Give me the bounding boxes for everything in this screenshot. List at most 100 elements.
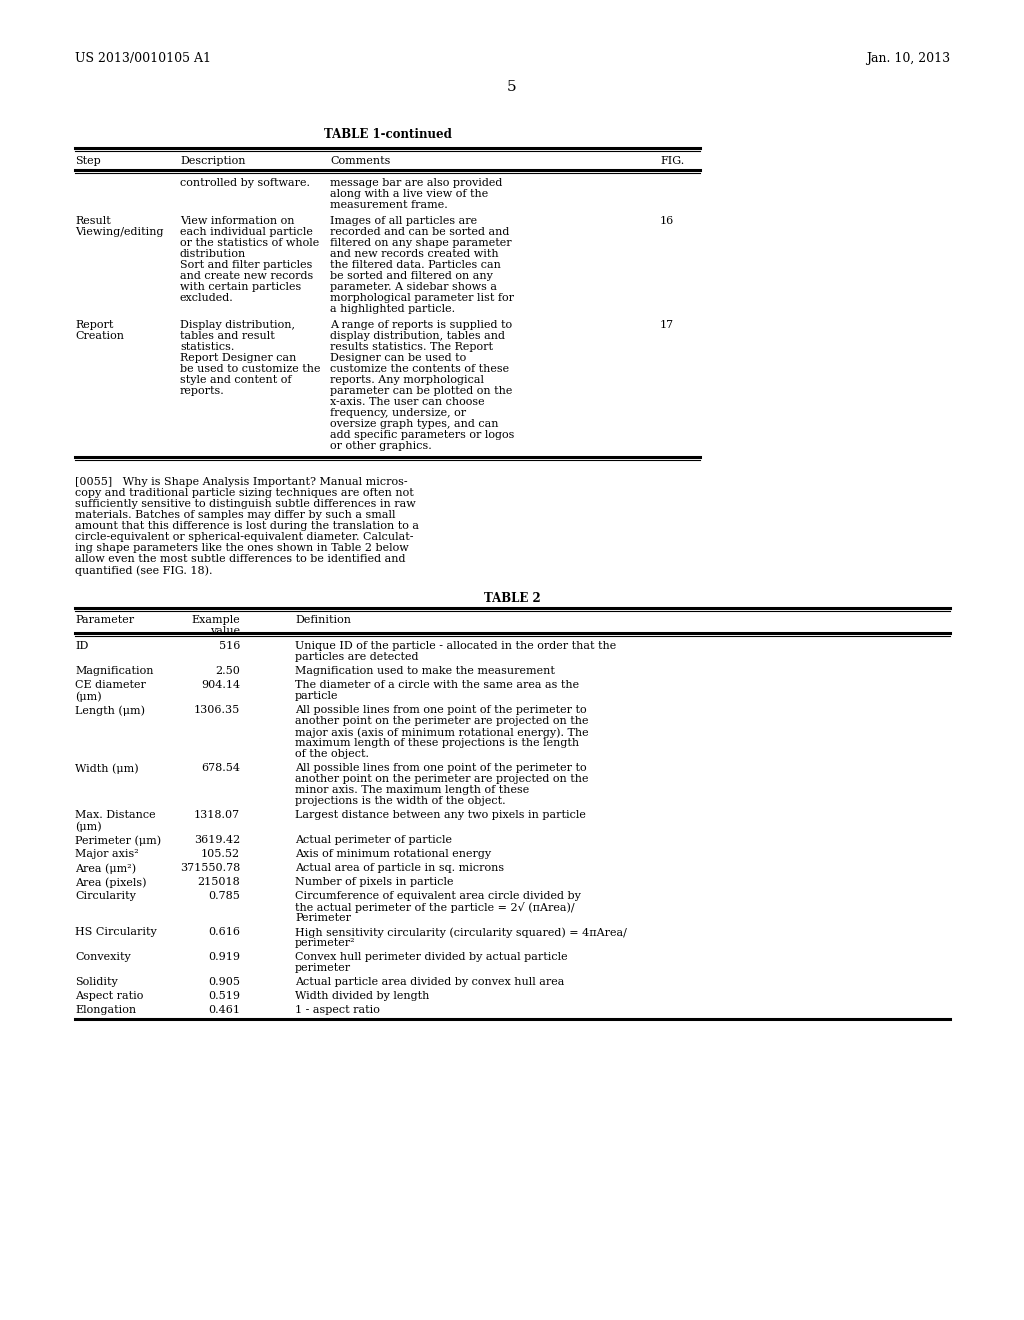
Text: Actual area of particle in sq. microns: Actual area of particle in sq. microns — [295, 863, 504, 873]
Text: HS Circularity: HS Circularity — [75, 927, 157, 937]
Text: morphological parameter list for: morphological parameter list for — [330, 293, 514, 304]
Text: All possible lines from one point of the perimeter to: All possible lines from one point of the… — [295, 763, 587, 774]
Text: recorded and can be sorted and: recorded and can be sorted and — [330, 227, 509, 238]
Text: maximum length of these projections is the length: maximum length of these projections is t… — [295, 738, 580, 748]
Text: Step: Step — [75, 156, 100, 166]
Text: of the object.: of the object. — [295, 748, 369, 759]
Text: High sensitivity circularity (circularity squared) = 4πArea/: High sensitivity circularity (circularit… — [295, 927, 627, 937]
Text: Jan. 10, 2013: Jan. 10, 2013 — [866, 51, 950, 65]
Text: the filtered data. Particles can: the filtered data. Particles can — [330, 260, 501, 271]
Text: each individual particle: each individual particle — [180, 227, 313, 238]
Text: Circularity: Circularity — [75, 891, 136, 902]
Text: (μm): (μm) — [75, 690, 101, 701]
Text: Designer can be used to: Designer can be used to — [330, 352, 466, 363]
Text: particle: particle — [295, 690, 339, 701]
Text: Example: Example — [191, 615, 240, 624]
Text: [0055]   Why is Shape Analysis Important? Manual micros-: [0055] Why is Shape Analysis Important? … — [75, 477, 408, 487]
Text: or the statistics of whole: or the statistics of whole — [180, 238, 319, 248]
Text: ing shape parameters like the ones shown in Table 2 below: ing shape parameters like the ones shown… — [75, 543, 409, 553]
Text: 0.785: 0.785 — [208, 891, 240, 902]
Text: perimeter: perimeter — [295, 964, 351, 973]
Text: display distribution, tables and: display distribution, tables and — [330, 331, 505, 341]
Text: particles are detected: particles are detected — [295, 652, 419, 663]
Text: be sorted and filtered on any: be sorted and filtered on any — [330, 271, 493, 281]
Text: Perimeter (μm): Perimeter (μm) — [75, 836, 161, 846]
Text: projections is the width of the object.: projections is the width of the object. — [295, 796, 506, 807]
Text: 105.52: 105.52 — [201, 849, 240, 859]
Text: 1306.35: 1306.35 — [194, 705, 240, 715]
Text: copy and traditional particle sizing techniques are often not: copy and traditional particle sizing tec… — [75, 488, 414, 498]
Text: FIG.: FIG. — [660, 156, 684, 166]
Text: quantified (see FIG. 18).: quantified (see FIG. 18). — [75, 565, 213, 576]
Text: tables and result: tables and result — [180, 331, 274, 341]
Text: perimeter²: perimeter² — [295, 939, 355, 948]
Text: oversize graph types, and can: oversize graph types, and can — [330, 418, 499, 429]
Text: materials. Batches of samples may differ by such a small: materials. Batches of samples may differ… — [75, 510, 395, 520]
Text: value: value — [210, 626, 240, 636]
Text: All possible lines from one point of the perimeter to: All possible lines from one point of the… — [295, 705, 587, 715]
Text: along with a live view of the: along with a live view of the — [330, 189, 488, 199]
Text: 2.50: 2.50 — [215, 667, 240, 676]
Text: results statistics. The Report: results statistics. The Report — [330, 342, 493, 352]
Text: measurement frame.: measurement frame. — [330, 201, 447, 210]
Text: View information on: View information on — [180, 216, 295, 226]
Text: Solidity: Solidity — [75, 977, 118, 987]
Text: ID: ID — [75, 642, 88, 651]
Text: Display distribution,: Display distribution, — [180, 319, 295, 330]
Text: major axis (axis of minimum rotational energy). The: major axis (axis of minimum rotational e… — [295, 727, 589, 738]
Text: parameter can be plotted on the: parameter can be plotted on the — [330, 385, 512, 396]
Text: allow even the most subtle differences to be identified and: allow even the most subtle differences t… — [75, 554, 406, 564]
Text: 3619.42: 3619.42 — [194, 836, 240, 845]
Text: frequency, undersize, or: frequency, undersize, or — [330, 408, 466, 418]
Text: Perimeter: Perimeter — [295, 913, 351, 923]
Text: Max. Distance: Max. Distance — [75, 810, 156, 820]
Text: 215018: 215018 — [198, 876, 240, 887]
Text: another point on the perimeter are projected on the: another point on the perimeter are proje… — [295, 774, 589, 784]
Text: add specific parameters or logos: add specific parameters or logos — [330, 430, 514, 440]
Text: TABLE 2: TABLE 2 — [484, 591, 541, 605]
Text: Report Designer can: Report Designer can — [180, 352, 296, 363]
Text: with certain particles: with certain particles — [180, 282, 301, 292]
Text: be used to customize the: be used to customize the — [180, 364, 321, 374]
Text: 1 - aspect ratio: 1 - aspect ratio — [295, 1005, 380, 1015]
Text: Result: Result — [75, 216, 111, 226]
Text: style and content of: style and content of — [180, 375, 292, 385]
Text: Sort and filter particles: Sort and filter particles — [180, 260, 312, 271]
Text: Images of all particles are: Images of all particles are — [330, 216, 477, 226]
Text: US 2013/0010105 A1: US 2013/0010105 A1 — [75, 51, 211, 65]
Text: Magnification: Magnification — [75, 667, 154, 676]
Text: Area (μm²): Area (μm²) — [75, 863, 136, 874]
Text: Definition: Definition — [295, 615, 351, 624]
Text: Actual perimeter of particle: Actual perimeter of particle — [295, 836, 452, 845]
Text: and new records created with: and new records created with — [330, 249, 499, 259]
Text: 371550.78: 371550.78 — [180, 863, 240, 873]
Text: 17: 17 — [660, 319, 674, 330]
Text: circle-equivalent or spherical-equivalent diameter. Calculat-: circle-equivalent or spherical-equivalen… — [75, 532, 414, 543]
Text: 0.461: 0.461 — [208, 1005, 240, 1015]
Text: Viewing/editing: Viewing/editing — [75, 227, 164, 238]
Text: Parameter: Parameter — [75, 615, 134, 624]
Text: Largest distance between any two pixels in particle: Largest distance between any two pixels … — [295, 810, 586, 820]
Text: Convexity: Convexity — [75, 952, 131, 962]
Text: reports.: reports. — [180, 385, 224, 396]
Text: Report: Report — [75, 319, 114, 330]
Text: customize the contents of these: customize the contents of these — [330, 364, 509, 374]
Text: Aspect ratio: Aspect ratio — [75, 991, 143, 1001]
Text: 0.905: 0.905 — [208, 977, 240, 987]
Text: 0.519: 0.519 — [208, 991, 240, 1001]
Text: Elongation: Elongation — [75, 1005, 136, 1015]
Text: Magnification used to make the measurement: Magnification used to make the measureme… — [295, 667, 555, 676]
Text: Convex hull perimeter divided by actual particle: Convex hull perimeter divided by actual … — [295, 952, 567, 962]
Text: (μm): (μm) — [75, 821, 101, 832]
Text: Circumference of equivalent area circle divided by: Circumference of equivalent area circle … — [295, 891, 581, 902]
Text: 16: 16 — [660, 216, 674, 226]
Text: 904.14: 904.14 — [201, 680, 240, 690]
Text: another point on the perimeter are projected on the: another point on the perimeter are proje… — [295, 715, 589, 726]
Text: A range of reports is supplied to: A range of reports is supplied to — [330, 319, 512, 330]
Text: Comments: Comments — [330, 156, 390, 166]
Text: statistics.: statistics. — [180, 342, 234, 352]
Text: CE diameter: CE diameter — [75, 680, 145, 690]
Text: distribution: distribution — [180, 249, 246, 259]
Text: the actual perimeter of the particle = 2√ (πArea)/: the actual perimeter of the particle = 2… — [295, 902, 574, 913]
Text: filtered on any shape parameter: filtered on any shape parameter — [330, 238, 512, 248]
